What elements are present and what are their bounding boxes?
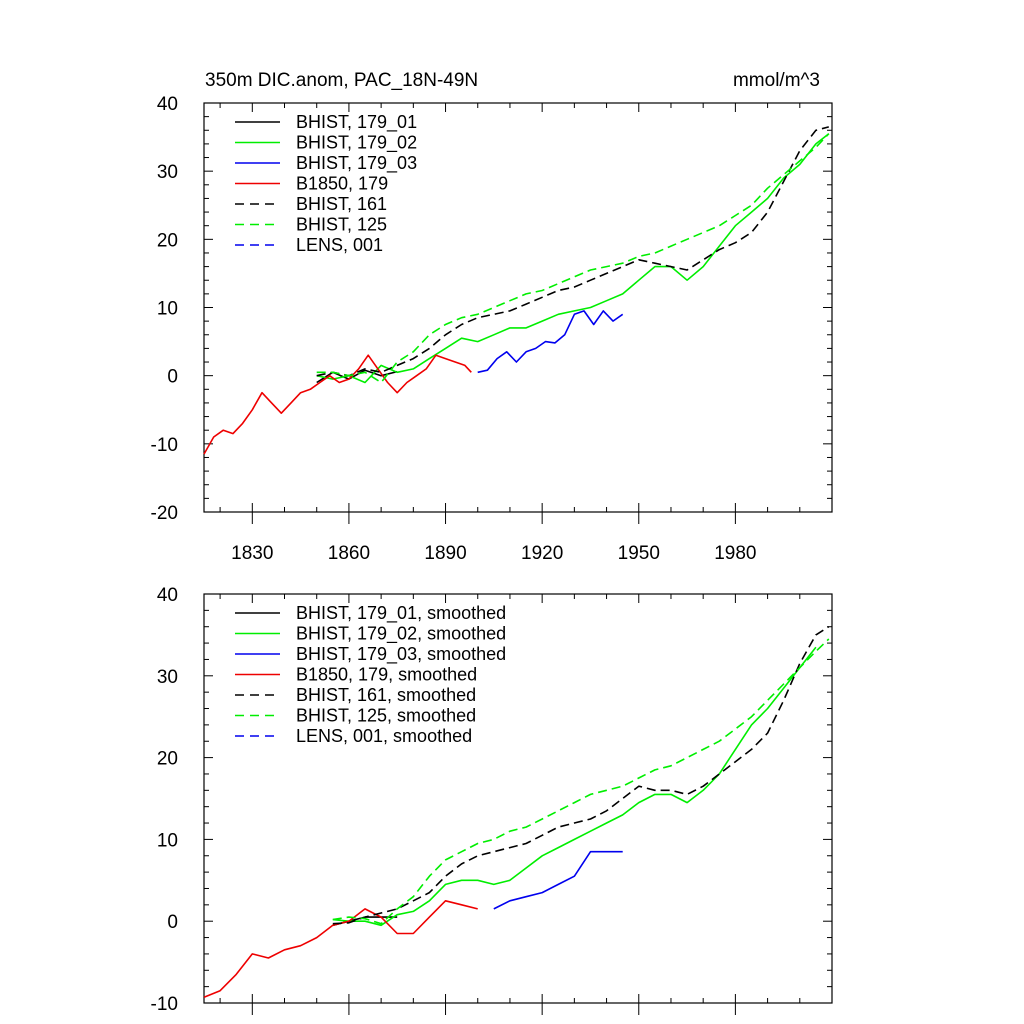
y-tick-label: 30 bbox=[157, 162, 178, 183]
legend-label: BHIST, 179_01, smoothed bbox=[296, 603, 506, 624]
legend-label: BHIST, 179_02 bbox=[296, 133, 417, 154]
y-tick-label: 30 bbox=[157, 667, 178, 688]
legend-label: BHIST, 179_03 bbox=[296, 153, 417, 174]
series-line bbox=[316, 369, 398, 384]
y-tick-label: 10 bbox=[157, 299, 178, 320]
series-line bbox=[477, 310, 624, 374]
x-tick-label: 1980 bbox=[714, 543, 756, 564]
series-line bbox=[316, 133, 830, 384]
legend-label: BHIST, 161, smoothed bbox=[296, 685, 476, 705]
series-line bbox=[316, 133, 830, 384]
series-line bbox=[203, 354, 472, 455]
series-line bbox=[332, 638, 830, 925]
chart-title: 350m DIC.anom, PAC_18N-49N bbox=[205, 70, 478, 91]
series-line bbox=[316, 126, 830, 377]
y-tick-label: 10 bbox=[157, 830, 178, 851]
series-line bbox=[332, 626, 830, 925]
series-line bbox=[493, 850, 623, 910]
x-tick-label: 1950 bbox=[618, 543, 660, 564]
legend-label: BHIST, 161 bbox=[296, 194, 387, 214]
legend-label: B1850, 179, smoothed bbox=[296, 665, 477, 685]
y-tick-label: 40 bbox=[157, 94, 178, 115]
legend-label: BHIST, 179_03, smoothed bbox=[296, 644, 506, 665]
legend-label: BHIST, 125 bbox=[296, 215, 387, 235]
plot-frame bbox=[203, 593, 833, 1004]
legend-label: B1850, 179 bbox=[296, 174, 388, 194]
y-tick-label: -10 bbox=[151, 435, 178, 456]
x-tick-label: 1860 bbox=[328, 543, 370, 564]
series-line bbox=[332, 646, 817, 927]
y-tick-label: 20 bbox=[157, 749, 178, 770]
x-tick-label: 1890 bbox=[424, 543, 466, 564]
x-tick-label: 1920 bbox=[521, 543, 563, 564]
x-tick-label: 1830 bbox=[231, 543, 273, 564]
y-tick-label: 0 bbox=[167, 912, 178, 933]
y-tick-label: 40 bbox=[157, 585, 178, 606]
y-tick-label: 20 bbox=[157, 230, 178, 251]
y-tick-label: -10 bbox=[151, 994, 178, 1015]
series-line bbox=[203, 899, 478, 999]
legend-label: BHIST, 179_01 bbox=[296, 112, 417, 133]
y-tick-label: 0 bbox=[167, 367, 178, 388]
legend-label: BHIST, 179_02, smoothed bbox=[296, 624, 506, 645]
units-label: mmol/m^3 bbox=[733, 70, 820, 91]
legend-label: LENS, 001 bbox=[296, 235, 383, 255]
top-panel: -20 -10 0 10 20 30 40 1830 1860 1890 1920 1950 1980 B… bbox=[151, 94, 833, 564]
legend-label: LENS, 001, smoothed bbox=[296, 726, 472, 746]
legend-label: BHIST, 125, smoothed bbox=[296, 706, 476, 726]
y-tick-label: -20 bbox=[151, 503, 178, 524]
